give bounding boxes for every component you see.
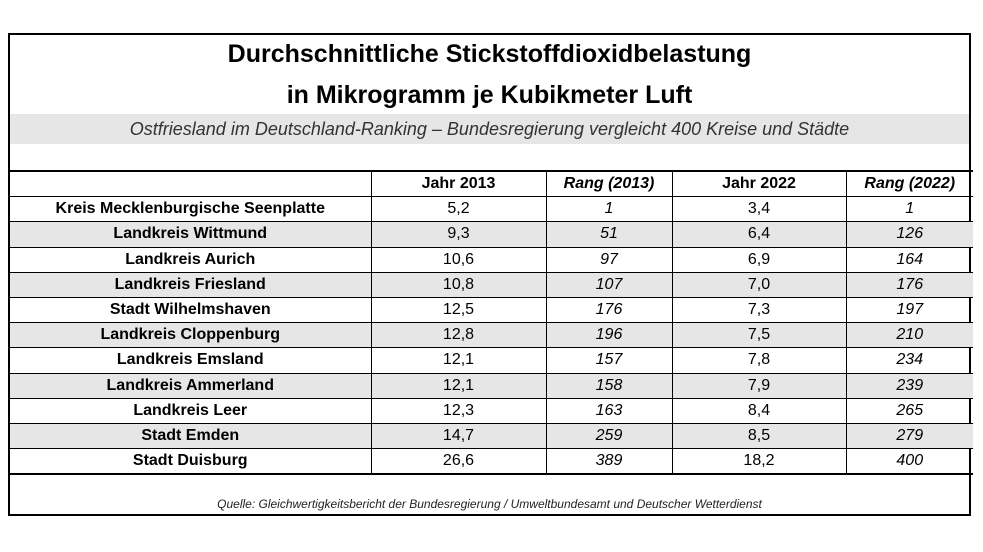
rang-2013-cell: 389	[545, 448, 673, 476]
rang-2013-cell: 196	[545, 322, 673, 349]
row-name-cell: Landkreis Wittmund	[10, 221, 372, 248]
row-name-cell: Landkreis Emsland	[10, 347, 372, 374]
source-note: Quelle: Gleichwertigkeitsbericht der Bun…	[217, 497, 762, 511]
table-row: Stadt Duisburg 26,6 389 18,2 400	[10, 448, 973, 476]
table-row: Landkreis Ammerland 12,1 158 7,9 239	[10, 372, 973, 399]
row-name-cell: Stadt Emden	[10, 422, 372, 450]
rang-2022-cell: 234	[845, 347, 973, 374]
rang-2013-cell: 157	[545, 347, 673, 374]
rang-2022-cell: 1	[845, 196, 973, 223]
table-body: Kreis Mecklenburgische Seenplatte 5,2 1 3,4…	[10, 196, 973, 476]
column-header-rang-2013: Rang (2013)	[545, 170, 673, 198]
jahr-2022-cell: 3,4	[671, 196, 847, 223]
table-row: Stadt Emden 14,7 259 8,5 279	[10, 422, 973, 450]
table-frame: Durchschnittliche Stickstoffdioxidbelast…	[8, 33, 973, 516]
rang-2022-cell: 126	[845, 221, 973, 248]
jahr-2022-cell: 8,4	[671, 397, 847, 424]
jahr-2013-cell: 12,1	[370, 347, 547, 374]
chart-title-line2: in Mikrogramm je Kubikmeter Luft	[286, 81, 693, 109]
jahr-2013-cell: 10,8	[370, 271, 547, 298]
row-name-cell: Landkreis Aurich	[10, 246, 372, 273]
table-row: Landkreis Cloppenburg 12,8 196 7,5 210	[10, 322, 973, 349]
rang-2013-cell: 1	[545, 196, 673, 223]
table-row: Landkreis Emsland 12,1 157 7,8 234	[10, 347, 973, 374]
rang-2022-cell: 197	[845, 296, 973, 324]
row-name-cell: Landkreis Leer	[10, 397, 372, 424]
rang-2013-cell: 107	[545, 271, 673, 298]
row-name-cell: Stadt Wilhelmshaven	[10, 296, 372, 324]
column-header-jahr-2022: Jahr 2022	[671, 170, 847, 198]
jahr-2022-cell: 6,9	[671, 246, 847, 273]
rang-2022-cell: 164	[845, 246, 973, 273]
jahr-2013-cell: 12,5	[370, 296, 547, 324]
rang-2022-cell: 279	[845, 422, 973, 450]
jahr-2013-cell: 10,6	[370, 246, 547, 273]
table-row: Landkreis Aurich 10,6 97 6,9 164	[10, 246, 973, 273]
jahr-2013-cell: 12,3	[370, 397, 547, 424]
jahr-2022-cell: 7,9	[671, 372, 847, 399]
jahr-2013-cell: 12,1	[370, 372, 547, 399]
jahr-2022-cell: 18,2	[671, 448, 847, 476]
rang-2022-cell: 400	[845, 448, 973, 476]
rang-2013-cell: 259	[545, 422, 673, 450]
row-name-cell: Stadt Duisburg	[10, 448, 372, 476]
rang-2022-cell: 239	[845, 372, 973, 399]
data-table: Jahr 2013 Rang (2013) Jahr 2022 Rang (20…	[10, 170, 973, 476]
chart-title: Durchschnittliche Stickstoffdioxidbelast…	[227, 40, 752, 68]
jahr-2022-cell: 8,5	[671, 422, 847, 450]
jahr-2013-cell: 5,2	[370, 196, 547, 223]
rang-2013-cell: 97	[545, 246, 673, 273]
table-row: Landkreis Leer 12,3 163 8,4 265	[10, 397, 973, 424]
header-row: Jahr 2013 Rang (2013) Jahr 2022 Rang (20…	[10, 170, 973, 198]
jahr-2013-cell: 26,6	[370, 448, 547, 476]
jahr-2013-cell: 9,3	[370, 221, 547, 248]
rang-2013-cell: 51	[545, 221, 673, 248]
table-row: Landkreis Wittmund 9,3 51 6,4 126	[10, 221, 973, 248]
jahr-2013-cell: 12,8	[370, 322, 547, 349]
rang-2013-cell: 176	[545, 296, 673, 324]
chart-subtitle: Ostfriesland im Deutschland-Ranking – Bu…	[10, 114, 969, 144]
row-name-cell: Landkreis Friesland	[10, 271, 372, 298]
column-header-name	[10, 170, 372, 198]
row-name-cell: Landkreis Ammerland	[10, 372, 372, 399]
table-row: Kreis Mecklenburgische Seenplatte 5,2 1 3,4…	[10, 196, 973, 223]
rang-2022-cell: 210	[845, 322, 973, 349]
rang-2013-cell: 163	[545, 397, 673, 424]
row-name-cell: Landkreis Cloppenburg	[10, 322, 372, 349]
table-row: Stadt Wilhelmshaven 12,5 176 7,3 197	[10, 296, 973, 324]
jahr-2022-cell: 7,5	[671, 322, 847, 349]
jahr-2022-cell: 6,4	[671, 221, 847, 248]
jahr-2022-cell: 7,3	[671, 296, 847, 324]
column-header-rang-2022: Rang (2022)	[845, 170, 973, 198]
row-name-cell: Kreis Mecklenburgische Seenplatte	[10, 196, 372, 223]
jahr-2022-cell: 7,0	[671, 271, 847, 298]
jahr-2013-cell: 14,7	[370, 422, 547, 450]
table-row: Landkreis Friesland 10,8 107 7,0 176	[10, 271, 973, 298]
jahr-2022-cell: 7,8	[671, 347, 847, 374]
rang-2022-cell: 176	[845, 271, 973, 298]
rang-2022-cell: 265	[845, 397, 973, 424]
column-header-jahr-2013: Jahr 2013	[370, 170, 547, 198]
rang-2013-cell: 158	[545, 372, 673, 399]
